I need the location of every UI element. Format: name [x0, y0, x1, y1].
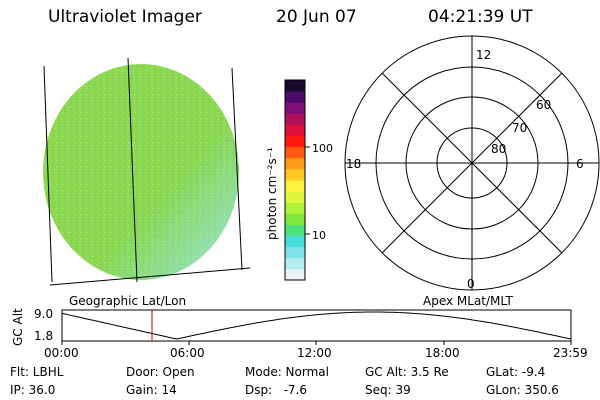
polar-grid	[344, 35, 600, 291]
color-bar-band	[285, 213, 305, 225]
dsp-readout: Dsp: -7.6	[245, 383, 308, 397]
color-bar-tick-label: 10	[312, 229, 326, 242]
altitude-x-tick: 00:00	[44, 346, 79, 360]
color-bar-band	[285, 102, 305, 114]
altitude-x-tick: 06:00	[170, 346, 205, 360]
mlt-label-12: 12	[476, 48, 491, 62]
color-bar-frame	[284, 79, 306, 281]
color-bar-band	[285, 246, 305, 259]
polar-panel-caption: Apex MLat/MLT	[423, 294, 513, 308]
color-bar-band	[285, 113, 305, 125]
geo-meridian-line	[43, 65, 53, 283]
mlat-label-70: 70	[512, 121, 527, 135]
gc-alt-readout: GC Alt: 3.5 Re	[365, 365, 449, 379]
altitude-x-tick: 12:00	[297, 346, 332, 360]
filter-readout: Flt: LBHL	[10, 365, 64, 379]
altitude-x-ticks	[61, 341, 572, 345]
altitude-y-tick: 9.0	[34, 307, 54, 321]
mlt-label-6: 6	[576, 157, 584, 171]
altitude-y-tick: 1.8	[34, 329, 54, 343]
geo-meridian-line	[127, 57, 138, 283]
mode-readout: Mode: Normal	[245, 365, 329, 379]
instrument-title: Ultraviolet Imager	[48, 7, 202, 27]
mlt-label-18: 18	[346, 157, 361, 171]
mlat-label-80: 80	[491, 142, 506, 156]
color-bar-band	[285, 235, 305, 248]
glon-readout: GLon: 350.6	[486, 383, 559, 397]
color-bar-band	[285, 202, 305, 214]
door-readout: Door: Open	[126, 365, 195, 379]
color-bar-tick-label: 100	[312, 142, 333, 155]
limb-brightening	[43, 64, 239, 280]
color-bar-band	[285, 146, 305, 159]
altitude-axis-label: GC Alt	[11, 308, 25, 346]
observation-time: 04:21:39 UT	[428, 7, 533, 27]
color-bar-band	[285, 168, 305, 181]
ip-readout: IP: 36.0	[10, 383, 56, 397]
observation-date: 20 Jun 07	[276, 7, 357, 27]
altitude-curve	[61, 311, 572, 340]
color-bar-band	[285, 124, 305, 137]
color-bar-band	[285, 268, 305, 281]
mlat-label-60: 60	[536, 98, 551, 112]
color-bar-band	[285, 91, 305, 103]
color-bar-unit-label: photon cm⁻²s⁻¹	[265, 147, 279, 240]
color-bar-band	[285, 80, 305, 92]
geo-parallel-line	[49, 267, 251, 286]
altitude-x-tick: 18:00	[425, 346, 460, 360]
polar-diagonal	[381, 72, 563, 254]
color-bar-band	[285, 257, 305, 270]
color-bar-band	[285, 191, 305, 203]
uv-image-disk	[43, 57, 251, 286]
color-bar	[285, 80, 305, 281]
geo-meridian-line	[231, 67, 243, 271]
color-bar-band	[285, 135, 305, 148]
color-bar-band	[285, 157, 305, 170]
gain-readout: Gain: 14	[126, 383, 177, 397]
altitude-x-tick: 23:59	[553, 346, 588, 360]
mlt-label-0: 0	[467, 277, 475, 291]
color-bar-band	[285, 224, 305, 237]
altitude-plot	[61, 309, 572, 345]
image-panel-caption: Geographic Lat/Lon	[69, 294, 187, 308]
seq-readout: Seq: 39	[365, 383, 411, 397]
color-bar-band	[285, 180, 305, 192]
glat-readout: GLat: -9.4	[486, 365, 546, 379]
